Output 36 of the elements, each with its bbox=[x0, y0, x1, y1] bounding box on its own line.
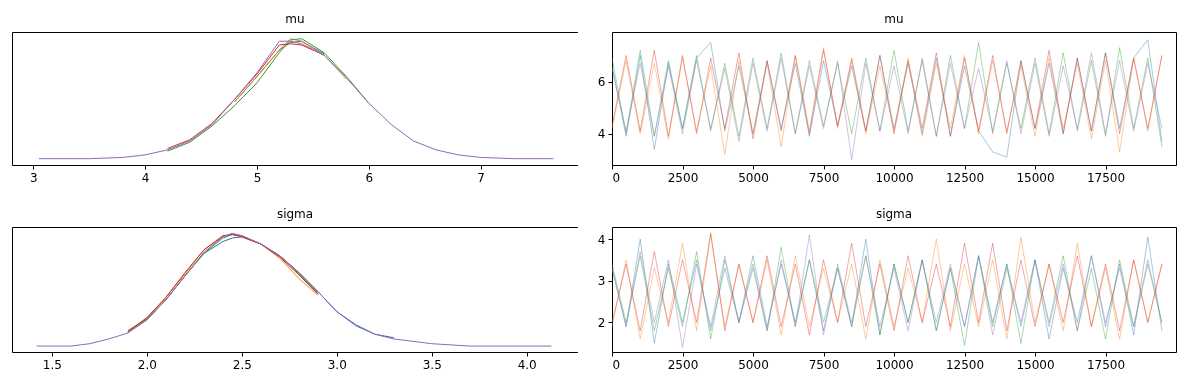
x-tick-label: 17500 bbox=[1086, 170, 1126, 185]
x-tick-label: 15000 bbox=[1016, 357, 1055, 372]
y-tick-label: 4 bbox=[597, 232, 606, 247]
chart-title: sigma bbox=[276, 207, 314, 221]
x-tick-label: 3.0 bbox=[327, 357, 347, 372]
x-tick-label: 7 bbox=[477, 170, 485, 185]
x-tick-label: 17500 bbox=[1086, 357, 1126, 372]
x-tick-label: 0 bbox=[612, 170, 621, 185]
chart-title: sigma bbox=[875, 207, 913, 221]
y-tick-label: 6 bbox=[597, 75, 606, 90]
x-tick-label: 15000 bbox=[1016, 170, 1055, 185]
chart-title: mu bbox=[285, 12, 305, 26]
y-tick-label: 3 bbox=[597, 274, 606, 289]
x-tick-label: 3.5 bbox=[422, 357, 442, 372]
x-tick-label: 2500 bbox=[667, 170, 699, 185]
x-tick-label: 10000 bbox=[875, 357, 914, 372]
x-tick-label: 5 bbox=[253, 170, 262, 185]
x-tick-label: 3 bbox=[29, 170, 38, 185]
x-tick-label: 2.5 bbox=[232, 357, 252, 372]
x-tick-label: 10000 bbox=[875, 170, 914, 185]
x-tick-label: 12500 bbox=[945, 357, 985, 372]
x-tick-label: 5000 bbox=[738, 170, 769, 185]
x-tick-label: 5000 bbox=[738, 357, 769, 372]
x-tick-label: 2.0 bbox=[137, 357, 157, 372]
x-tick-label: 2500 bbox=[667, 357, 699, 372]
x-tick-label: 7500 bbox=[808, 170, 840, 185]
x-tick-label: 6 bbox=[365, 170, 374, 185]
chart-title: mu bbox=[884, 12, 904, 26]
x-tick-label: 7500 bbox=[808, 357, 840, 372]
x-tick-label: 4 bbox=[141, 170, 150, 185]
x-tick-label: 4.0 bbox=[517, 357, 537, 372]
x-tick-label: 12500 bbox=[945, 170, 985, 185]
x-tick-label: 1.5 bbox=[42, 357, 62, 372]
x-tick-label: 0 bbox=[612, 357, 621, 372]
y-tick-label: 2 bbox=[597, 315, 606, 330]
y-tick-label: 4 bbox=[597, 127, 606, 142]
